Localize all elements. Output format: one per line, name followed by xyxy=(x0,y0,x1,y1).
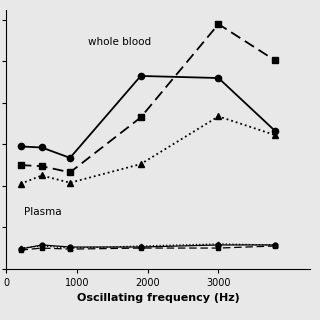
Text: whole blood: whole blood xyxy=(88,37,151,47)
Text: Plasma: Plasma xyxy=(24,207,62,217)
X-axis label: Oscillating frequency (Hz): Oscillating frequency (Hz) xyxy=(77,293,240,303)
